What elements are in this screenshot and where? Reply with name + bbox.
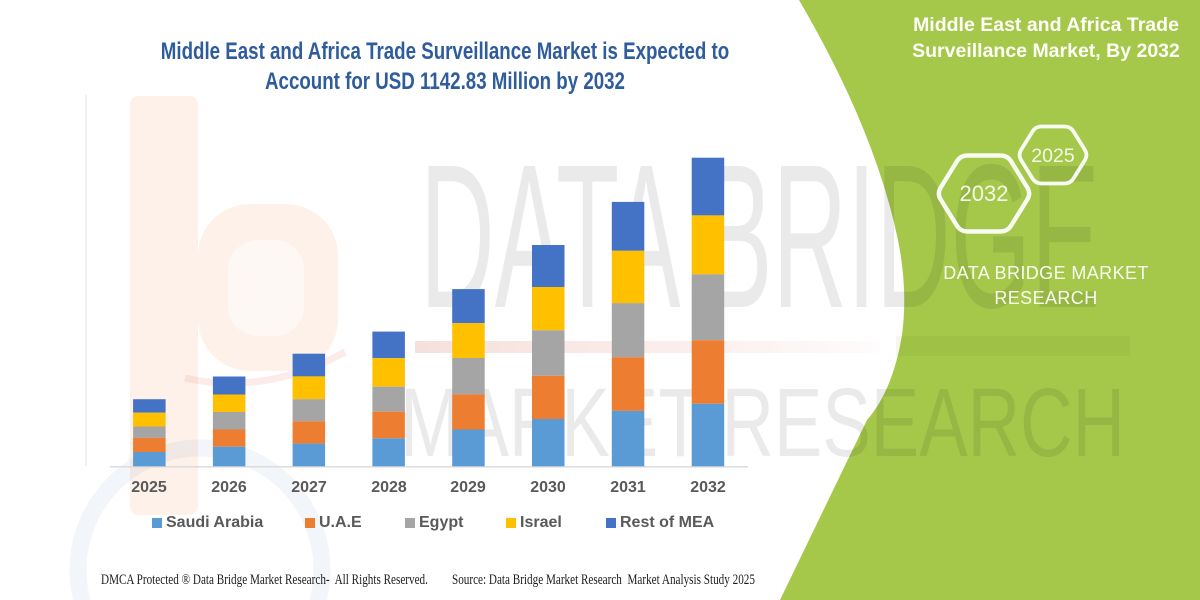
svg-text:2025: 2025 <box>1031 145 1075 167</box>
svg-text:MARKET RESEARCH: MARKET RESEARCH <box>400 368 1125 477</box>
svg-text:2032: 2032 <box>960 181 1009 206</box>
